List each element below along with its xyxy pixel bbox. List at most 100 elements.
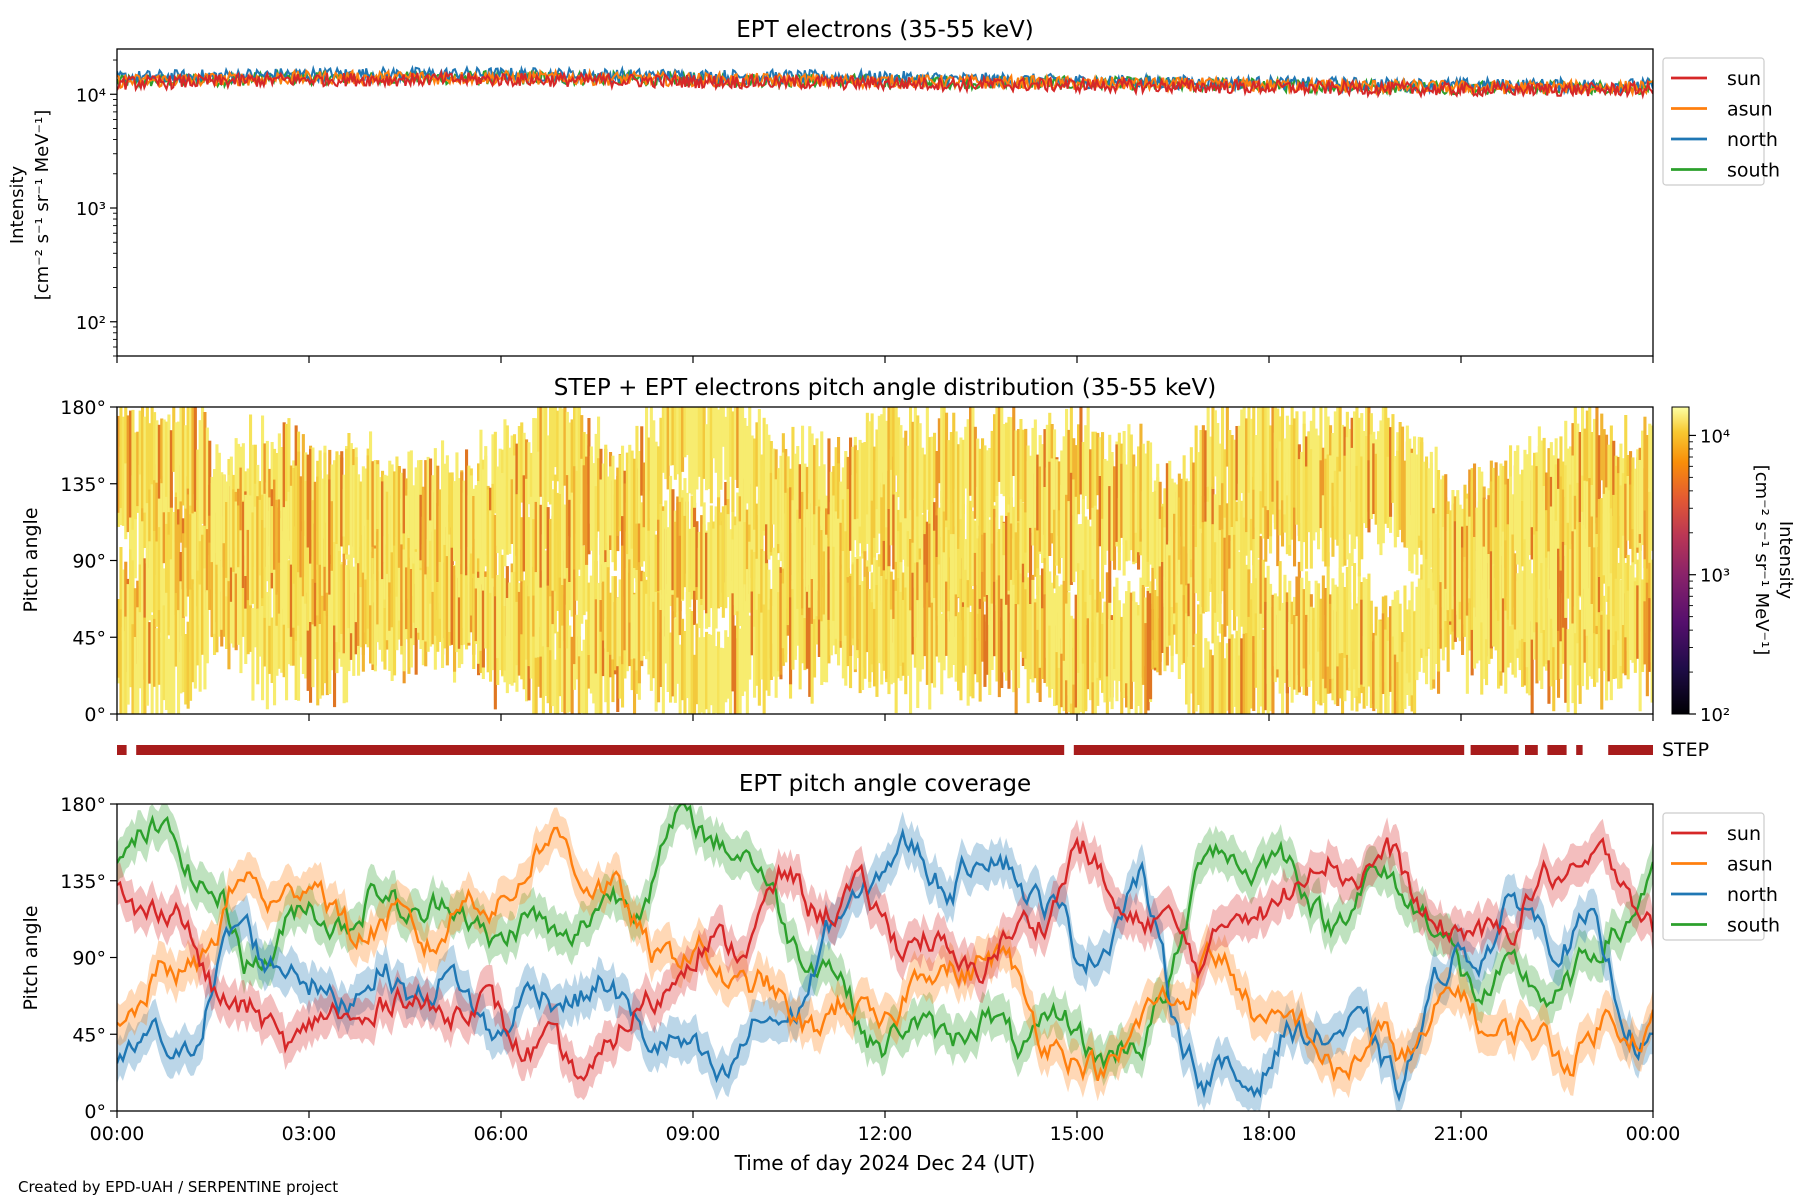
heatmap-cell — [748, 407, 752, 525]
heatmap-cell — [587, 626, 591, 689]
heatmap-cell — [431, 475, 435, 592]
panel3-band-sun — [117, 817, 1653, 1101]
heatmap-cell — [765, 498, 769, 573]
heatmap-cell — [1439, 518, 1443, 583]
heatmap-cell — [1497, 602, 1501, 689]
panel-coverage: EPT pitch angle coverage Pitch angle 0°4… — [20, 771, 1780, 1175]
heatmap-cell — [1036, 454, 1040, 531]
heatmap-cell — [621, 545, 625, 665]
heatmap-cell — [328, 560, 332, 671]
heatmap-cell — [1585, 481, 1589, 601]
heatmap-cell — [253, 506, 257, 591]
heatmap-cell — [1593, 418, 1597, 519]
heatmap-cell — [594, 433, 598, 538]
heatmap-cell — [1331, 482, 1335, 557]
heatmap-cell — [551, 489, 555, 591]
heatmap-cell — [1353, 563, 1357, 670]
heatmap-cell — [683, 631, 687, 714]
heatmap-cell — [849, 437, 853, 551]
heatmap-cell — [311, 556, 315, 625]
heatmap-cell — [181, 618, 185, 693]
heatmap-cell — [822, 551, 826, 615]
heatmap-cell — [167, 638, 171, 714]
heatmap-cell — [1444, 474, 1448, 589]
heatmap-cell — [889, 609, 893, 685]
heatmap-cell — [208, 484, 212, 556]
heatmap-cell — [556, 631, 560, 714]
heatmap-cell — [1415, 586, 1419, 680]
heatmap-cell — [501, 554, 505, 676]
heatmap-cell — [981, 571, 985, 662]
heatmap-cell — [582, 465, 586, 546]
heatmap-cell — [743, 584, 747, 692]
heatmap-cell — [1240, 638, 1244, 714]
heatmap-cell — [1648, 598, 1652, 672]
heatmap-cell — [474, 538, 478, 642]
heatmap-cell — [652, 531, 656, 600]
heatmap-cell — [916, 491, 920, 574]
heatmap-cell — [1482, 546, 1486, 629]
heatmap-cell — [1192, 646, 1196, 714]
heatmap-cell — [657, 446, 661, 520]
heatmap-cell — [1271, 407, 1275, 502]
heatmap-cell — [1360, 413, 1364, 489]
heatmap-cell — [354, 553, 358, 623]
heatmap-cell — [498, 448, 502, 513]
heatmap-cell — [414, 551, 418, 628]
heatmap-cell — [246, 558, 250, 655]
heatmap-cell — [1091, 431, 1095, 545]
heatmap-cell — [1168, 555, 1172, 636]
heatmap-cell — [433, 517, 437, 636]
heatmap-cell — [1273, 597, 1277, 683]
legend-label-south: south — [1727, 915, 1780, 937]
heatmap-cell — [1072, 479, 1076, 583]
heatmap-cell — [1036, 568, 1040, 676]
legend-label-north: north — [1727, 884, 1778, 906]
heatmap-cell — [556, 410, 560, 482]
heatmap-cell — [301, 434, 305, 522]
heatmap-cell — [136, 431, 140, 507]
heatmap-cell — [1629, 484, 1633, 549]
heatmap-cell — [1641, 447, 1645, 546]
heatmap-cell — [942, 552, 946, 671]
heatmap-cell — [1633, 486, 1637, 549]
heatmap-cell — [681, 407, 685, 472]
heatmap-cell — [1261, 629, 1265, 714]
heatmap-cell — [1165, 463, 1169, 580]
heatmap-cell — [270, 617, 274, 683]
heatmap-cell — [1072, 438, 1076, 516]
heatmap-cell — [724, 630, 728, 703]
heatmap-cell — [976, 486, 980, 586]
heatmap-cell — [820, 431, 824, 526]
heatmap-cell — [892, 456, 896, 570]
heatmap-cell — [791, 500, 795, 589]
heatmap-cell — [1120, 630, 1124, 714]
heatmap-cell — [352, 592, 356, 676]
heatmap-cell — [750, 435, 754, 550]
heatmap-cell — [717, 409, 721, 498]
heatmap-cell — [517, 591, 521, 676]
heatmap-cell — [393, 471, 397, 546]
heatmap-cell — [993, 414, 997, 503]
heatmap-cell — [1237, 551, 1241, 668]
heatmap-cell — [1005, 422, 1009, 516]
heatmap-cell — [623, 537, 627, 651]
heatmap-cell — [354, 457, 358, 564]
heatmap-cell — [589, 575, 593, 645]
heatmap-cell — [1264, 601, 1268, 711]
heatmap-cell — [1201, 495, 1205, 614]
heatmap-cell — [277, 499, 281, 563]
heatmap-cell — [426, 456, 430, 567]
heatmap-cell — [525, 478, 529, 588]
heatmap-cell — [522, 580, 526, 679]
heatmap-cell — [352, 465, 356, 558]
heatmap-cell — [193, 407, 197, 512]
heatmap-cell — [1242, 407, 1246, 468]
xtick-label: 18:00 — [1242, 1123, 1297, 1145]
heatmap-cell — [1446, 558, 1450, 672]
heatmap-cell — [1204, 502, 1208, 612]
heatmap-cell — [877, 566, 881, 664]
heatmap-cell — [673, 521, 677, 618]
heatmap-cell — [738, 521, 742, 626]
heatmap-cell — [606, 493, 610, 568]
